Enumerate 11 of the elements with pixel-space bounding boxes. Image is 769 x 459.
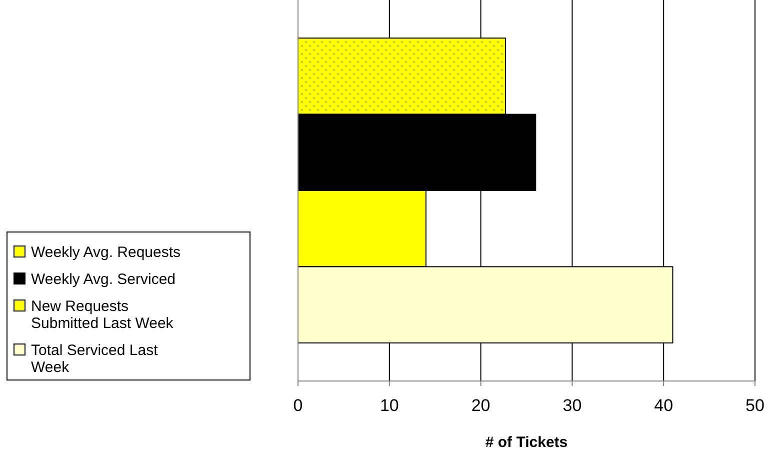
x-tick-label: 40 (654, 396, 674, 415)
legend-label: Weekly Avg. Serviced (31, 271, 176, 288)
legend-label: Weekly Avg. Requests (31, 244, 181, 261)
x-axis-title: # of Tickets (485, 434, 568, 451)
x-tick-label: 20 (471, 396, 490, 415)
x-tick-label: 10 (380, 396, 399, 415)
x-tick-label: 50 (746, 396, 764, 415)
legend-label: New Requests Submitted Last Week (31, 298, 174, 332)
x-tick-label: 30 (562, 396, 582, 415)
x-tick-label: 0 (293, 396, 303, 415)
legend-label: Total Serviced Last Week (31, 342, 159, 376)
